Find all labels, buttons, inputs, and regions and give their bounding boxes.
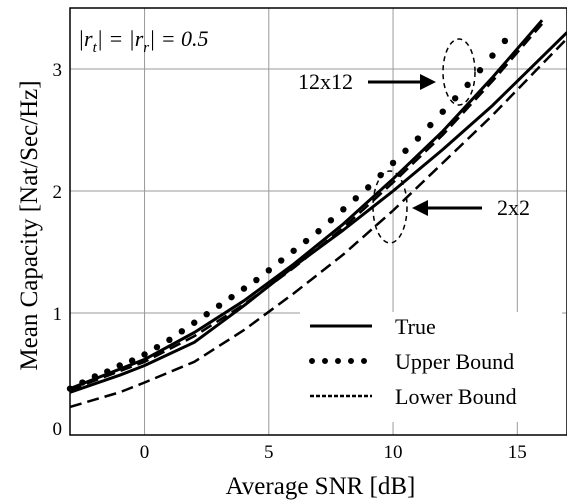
data-point-12x12-dotted: [116, 362, 123, 369]
data-point-12x12-dotted: [439, 108, 446, 115]
x-tick-label: 0: [140, 442, 150, 463]
legend: True Upper Bound Lower Bound: [300, 312, 562, 422]
correlation-label-part: |r: [78, 26, 93, 51]
data-point-12x12-dotted: [414, 135, 422, 142]
annotation-12x12: 12x12: [298, 69, 353, 94]
data-point-12x12-dotted: [451, 95, 459, 102]
data-point-12x12-dotted: [215, 302, 223, 309]
data-point-12x12-dotted: [427, 121, 434, 129]
annotation-12x12-arrow: [368, 74, 436, 90]
data-point-12x12-dotted: [91, 373, 99, 380]
data-point-12x12-dotted: [240, 285, 248, 292]
data-point-12x12-dotted: [489, 52, 496, 59]
data-point-12x12-dotted: [402, 147, 409, 154]
annotation-2x2: 2x2: [497, 195, 530, 220]
correlation-label: |rt| = |rr| = 0.5: [78, 26, 209, 56]
plot-frame: [69, 7, 567, 436]
data-point-12x12-dotted: [327, 217, 335, 224]
data-point-12x12-dotted: [315, 228, 322, 235]
y-axis-label: Mean Capacity [Nat/Sec/Hz]: [16, 80, 43, 370]
correlation-label-sub-r: r: [143, 40, 149, 56]
y-tick-label: 3: [53, 60, 63, 81]
data-point-12x12-dotted: [104, 368, 111, 375]
data-point-12x12-dotted: [141, 351, 148, 358]
annotation-2x2-ellipse: [372, 170, 408, 244]
data-point-12x12-dotted: [501, 37, 509, 45]
data-point-12x12-dotted: [476, 67, 484, 74]
data-point-12x12-dotted: [203, 311, 210, 318]
data-point-12x12-dotted: [290, 247, 297, 254]
data-point-12x12-dotted: [265, 267, 272, 274]
legend-label-upper-bound: Upper Bound: [395, 349, 514, 374]
data-point-12x12-dotted: [128, 357, 136, 364]
legend-box: [300, 312, 562, 422]
correlation-label-part: | = |r: [97, 26, 144, 51]
data-point-12x12-dotted: [178, 328, 186, 335]
x-axis-label: Average SNR [dB]: [226, 473, 416, 500]
data-point-12x12-dotted: [340, 206, 347, 213]
y-tick-label: 2: [53, 182, 63, 203]
data-point-12x12-dotted: [79, 379, 86, 386]
x-tick-label: 5: [264, 442, 274, 463]
y-tick-label: 0: [53, 419, 63, 440]
x-tick-label: 15: [508, 442, 527, 463]
data-point-12x12-dotted: [153, 343, 161, 351]
data-point-12x12-dotted: [377, 171, 384, 179]
data-point-12x12-dotted: [253, 276, 260, 284]
data-point-12x12-dotted: [166, 336, 173, 344]
data-point-12x12-dotted: [389, 159, 397, 167]
data-point-12x12-dotted: [352, 195, 359, 202]
series-line-12x12-solid: [69, 19, 544, 390]
data-point-12x12-dotted: [365, 184, 372, 191]
data-point-12x12-dotted: [191, 319, 198, 326]
correlation-label-part: | = 0.5: [149, 26, 208, 51]
data-point-12x12-dotted: [228, 293, 235, 301]
annotation-12x12-ellipse: [442, 38, 476, 106]
series-line-2x2-dashed: [69, 37, 567, 409]
x-tick-label: 10: [384, 442, 403, 463]
y-tick-label: 1: [53, 304, 63, 325]
series-group: [66, 19, 567, 409]
data-point-12x12-dotted: [278, 257, 285, 264]
correlation-label-sub-t: t: [93, 40, 98, 56]
data-point-12x12-dotted: [302, 237, 310, 245]
tick-labels: 0 5 10 15 0 1 2 3: [53, 60, 527, 463]
series-line-2x2-solid: [69, 31, 567, 394]
data-point-12x12-dotted: [464, 81, 471, 89]
legend-label-lower-bound: Lower Bound: [395, 384, 517, 409]
legend-label-true: True: [395, 314, 436, 339]
annotation-2x2-arrow: [412, 200, 482, 216]
